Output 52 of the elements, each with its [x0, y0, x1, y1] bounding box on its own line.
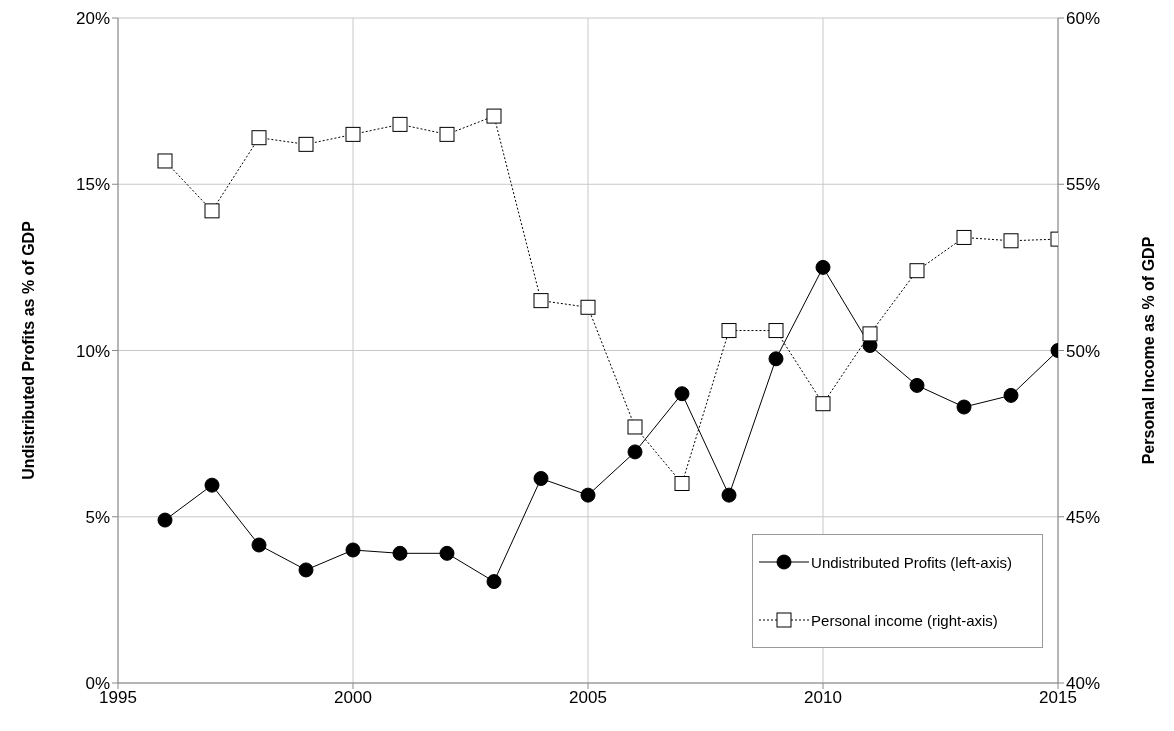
point	[862, 326, 878, 342]
point	[627, 444, 643, 460]
point	[768, 323, 784, 339]
point	[533, 471, 549, 487]
y-tick-label: 15%	[75, 175, 110, 195]
point	[580, 487, 596, 503]
point	[486, 108, 502, 124]
point	[909, 263, 925, 279]
point	[580, 299, 596, 315]
y-tick-label: 5%	[85, 507, 110, 527]
y2-axis-title: Personal Income as % of GDP	[1139, 236, 1157, 465]
legend-label: Personal income (right-axis)	[811, 611, 998, 629]
point	[298, 562, 314, 578]
point	[345, 126, 361, 142]
y2-tick-label: 50%	[1066, 341, 1101, 361]
point	[1003, 387, 1019, 403]
point	[345, 542, 361, 558]
point	[204, 203, 220, 219]
y2-tick-label: 60%	[1066, 9, 1101, 29]
point	[721, 323, 737, 339]
point	[486, 574, 502, 590]
point	[815, 396, 831, 412]
point	[439, 545, 455, 561]
point	[721, 487, 737, 503]
legend-label: Undistributed Profits (left-axis)	[811, 553, 1012, 571]
point	[439, 126, 455, 142]
y-tick-label: 10%	[75, 341, 110, 361]
point	[815, 259, 831, 275]
point	[956, 229, 972, 245]
point	[392, 116, 408, 132]
point	[956, 399, 972, 415]
point	[768, 351, 784, 367]
y2-tick-label: 45%	[1066, 507, 1101, 527]
point	[674, 476, 690, 491]
point	[251, 537, 267, 553]
point	[298, 136, 314, 152]
x-tick-label: 2000	[334, 688, 372, 708]
point	[533, 293, 549, 309]
point	[674, 386, 690, 402]
x-tick-label: 2005	[569, 688, 607, 708]
point	[157, 153, 173, 169]
point	[909, 377, 925, 393]
y-axis-title: Undistributed Profits as % of GDP	[19, 220, 37, 480]
point	[251, 130, 267, 146]
y2-tick-label: 55%	[1066, 175, 1101, 195]
point	[392, 545, 408, 561]
y-tick-label: 20%	[75, 9, 110, 29]
point	[157, 512, 173, 528]
point	[204, 477, 220, 493]
point	[1003, 233, 1019, 249]
x-tick-label: 2010	[804, 688, 842, 708]
point	[627, 419, 643, 435]
